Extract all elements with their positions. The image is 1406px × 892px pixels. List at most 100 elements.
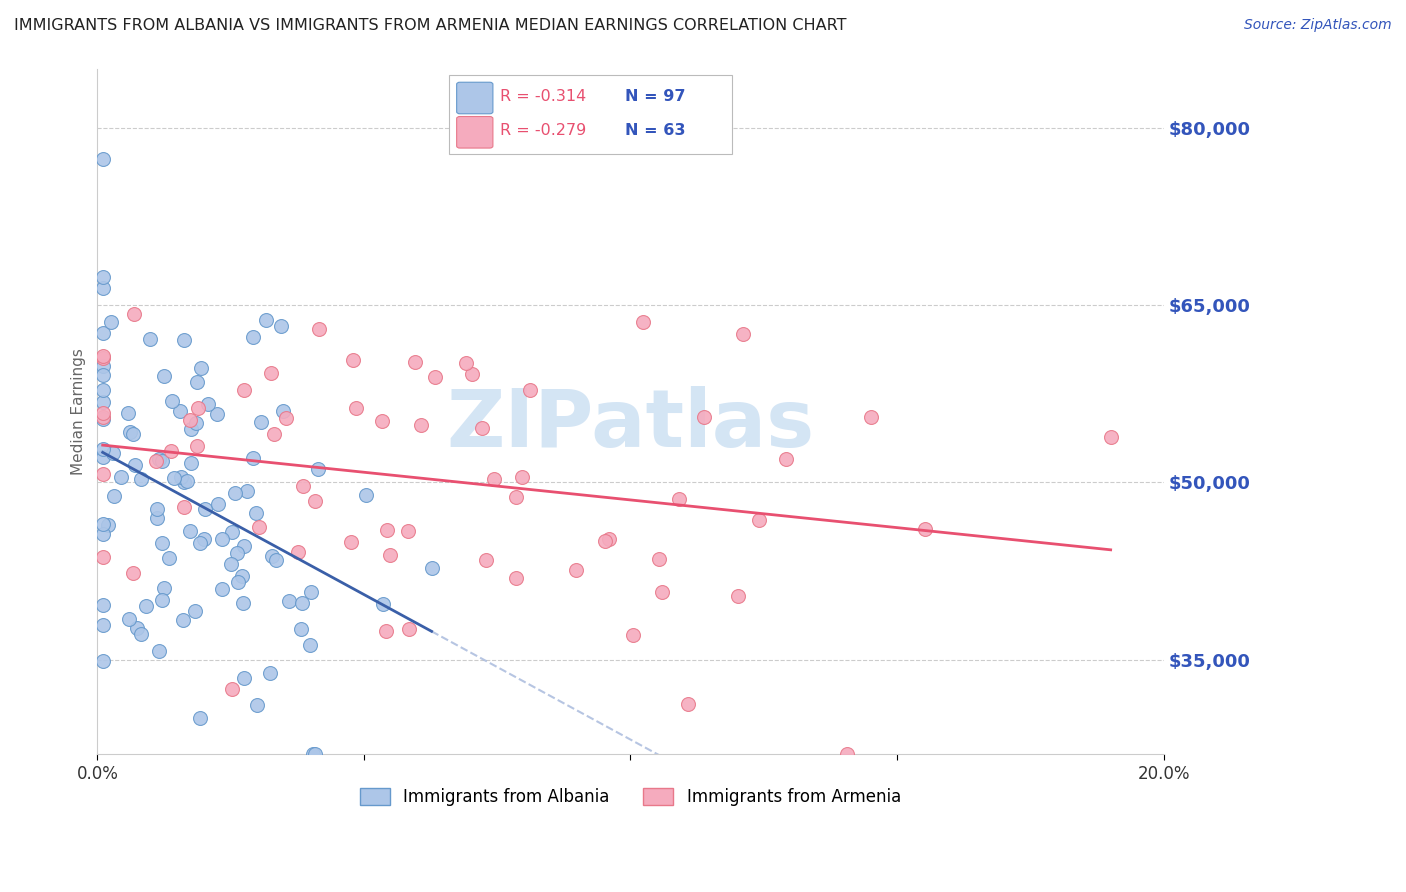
- Point: [100, 315, 122, 329]
- Point: [242, 330, 264, 344]
- Point: [150, 592, 173, 607]
- Point: [125, 621, 148, 635]
- Point: [91, 409, 114, 424]
- Point: [211, 582, 233, 597]
- Point: [409, 417, 432, 432]
- Point: [233, 383, 256, 397]
- FancyBboxPatch shape: [449, 76, 731, 154]
- Point: [292, 479, 315, 493]
- Point: [668, 491, 690, 506]
- Point: [398, 623, 420, 637]
- Point: [173, 475, 195, 489]
- Point: [621, 628, 644, 642]
- Point: [250, 415, 273, 429]
- Point: [91, 450, 114, 464]
- Point: [371, 414, 394, 428]
- Point: [157, 551, 180, 566]
- Point: [423, 369, 446, 384]
- Text: N = 63: N = 63: [626, 123, 686, 138]
- Point: [129, 626, 152, 640]
- Point: [179, 412, 201, 426]
- Point: [91, 368, 114, 382]
- Point: [169, 404, 191, 418]
- Point: [859, 409, 882, 424]
- Point: [420, 561, 443, 575]
- Point: [254, 313, 277, 327]
- Point: [122, 427, 145, 442]
- Point: [692, 409, 714, 424]
- Point: [302, 747, 325, 762]
- Point: [264, 553, 287, 567]
- Point: [91, 526, 114, 541]
- Point: [914, 522, 936, 536]
- Point: [180, 456, 202, 470]
- Point: [308, 321, 330, 335]
- Point: [183, 604, 205, 618]
- Point: [727, 589, 749, 603]
- Point: [342, 353, 364, 368]
- Point: [173, 333, 195, 347]
- Point: [404, 355, 426, 369]
- Point: [228, 575, 250, 590]
- Point: [224, 486, 246, 500]
- Point: [91, 349, 114, 363]
- Point: [91, 598, 114, 612]
- Point: [598, 533, 620, 547]
- Point: [308, 462, 330, 476]
- Text: Source: ZipAtlas.com: Source: ZipAtlas.com: [1244, 18, 1392, 32]
- Point: [91, 383, 114, 397]
- Point: [135, 599, 157, 614]
- Point: [475, 552, 498, 566]
- Point: [160, 444, 183, 458]
- Point: [122, 566, 145, 580]
- Point: [91, 326, 114, 340]
- Point: [91, 516, 114, 531]
- Point: [510, 470, 533, 484]
- Point: [470, 421, 492, 435]
- Point: [176, 474, 198, 488]
- Point: [91, 152, 114, 166]
- Point: [371, 598, 394, 612]
- Point: [124, 458, 146, 473]
- Point: [194, 502, 217, 516]
- Point: [160, 393, 183, 408]
- Point: [145, 454, 167, 468]
- Point: [186, 416, 208, 430]
- Point: [91, 412, 114, 426]
- Point: [482, 472, 505, 486]
- Point: [676, 698, 699, 712]
- Point: [150, 454, 173, 468]
- Point: [274, 410, 297, 425]
- Point: [565, 563, 588, 577]
- Point: [211, 533, 233, 547]
- Point: [1099, 430, 1122, 444]
- Point: [231, 569, 253, 583]
- Point: [188, 711, 211, 725]
- Point: [170, 470, 193, 484]
- Point: [173, 500, 195, 514]
- Text: ZIPatlas: ZIPatlas: [446, 386, 814, 464]
- FancyBboxPatch shape: [457, 82, 494, 114]
- Point: [187, 401, 209, 415]
- Point: [242, 450, 264, 465]
- Point: [287, 545, 309, 559]
- Point: [633, 314, 655, 328]
- Point: [91, 359, 114, 373]
- Point: [260, 366, 283, 380]
- Point: [207, 496, 229, 510]
- Point: [221, 557, 243, 571]
- Point: [270, 318, 292, 333]
- Point: [775, 451, 797, 466]
- Point: [179, 524, 201, 539]
- Point: [117, 406, 139, 420]
- Point: [233, 539, 256, 553]
- Point: [91, 654, 114, 668]
- Point: [193, 532, 215, 546]
- Point: [246, 698, 269, 712]
- Point: [396, 524, 419, 539]
- Point: [101, 446, 124, 460]
- Point: [835, 747, 858, 762]
- Point: [595, 534, 617, 549]
- Point: [298, 638, 321, 652]
- Point: [150, 536, 173, 550]
